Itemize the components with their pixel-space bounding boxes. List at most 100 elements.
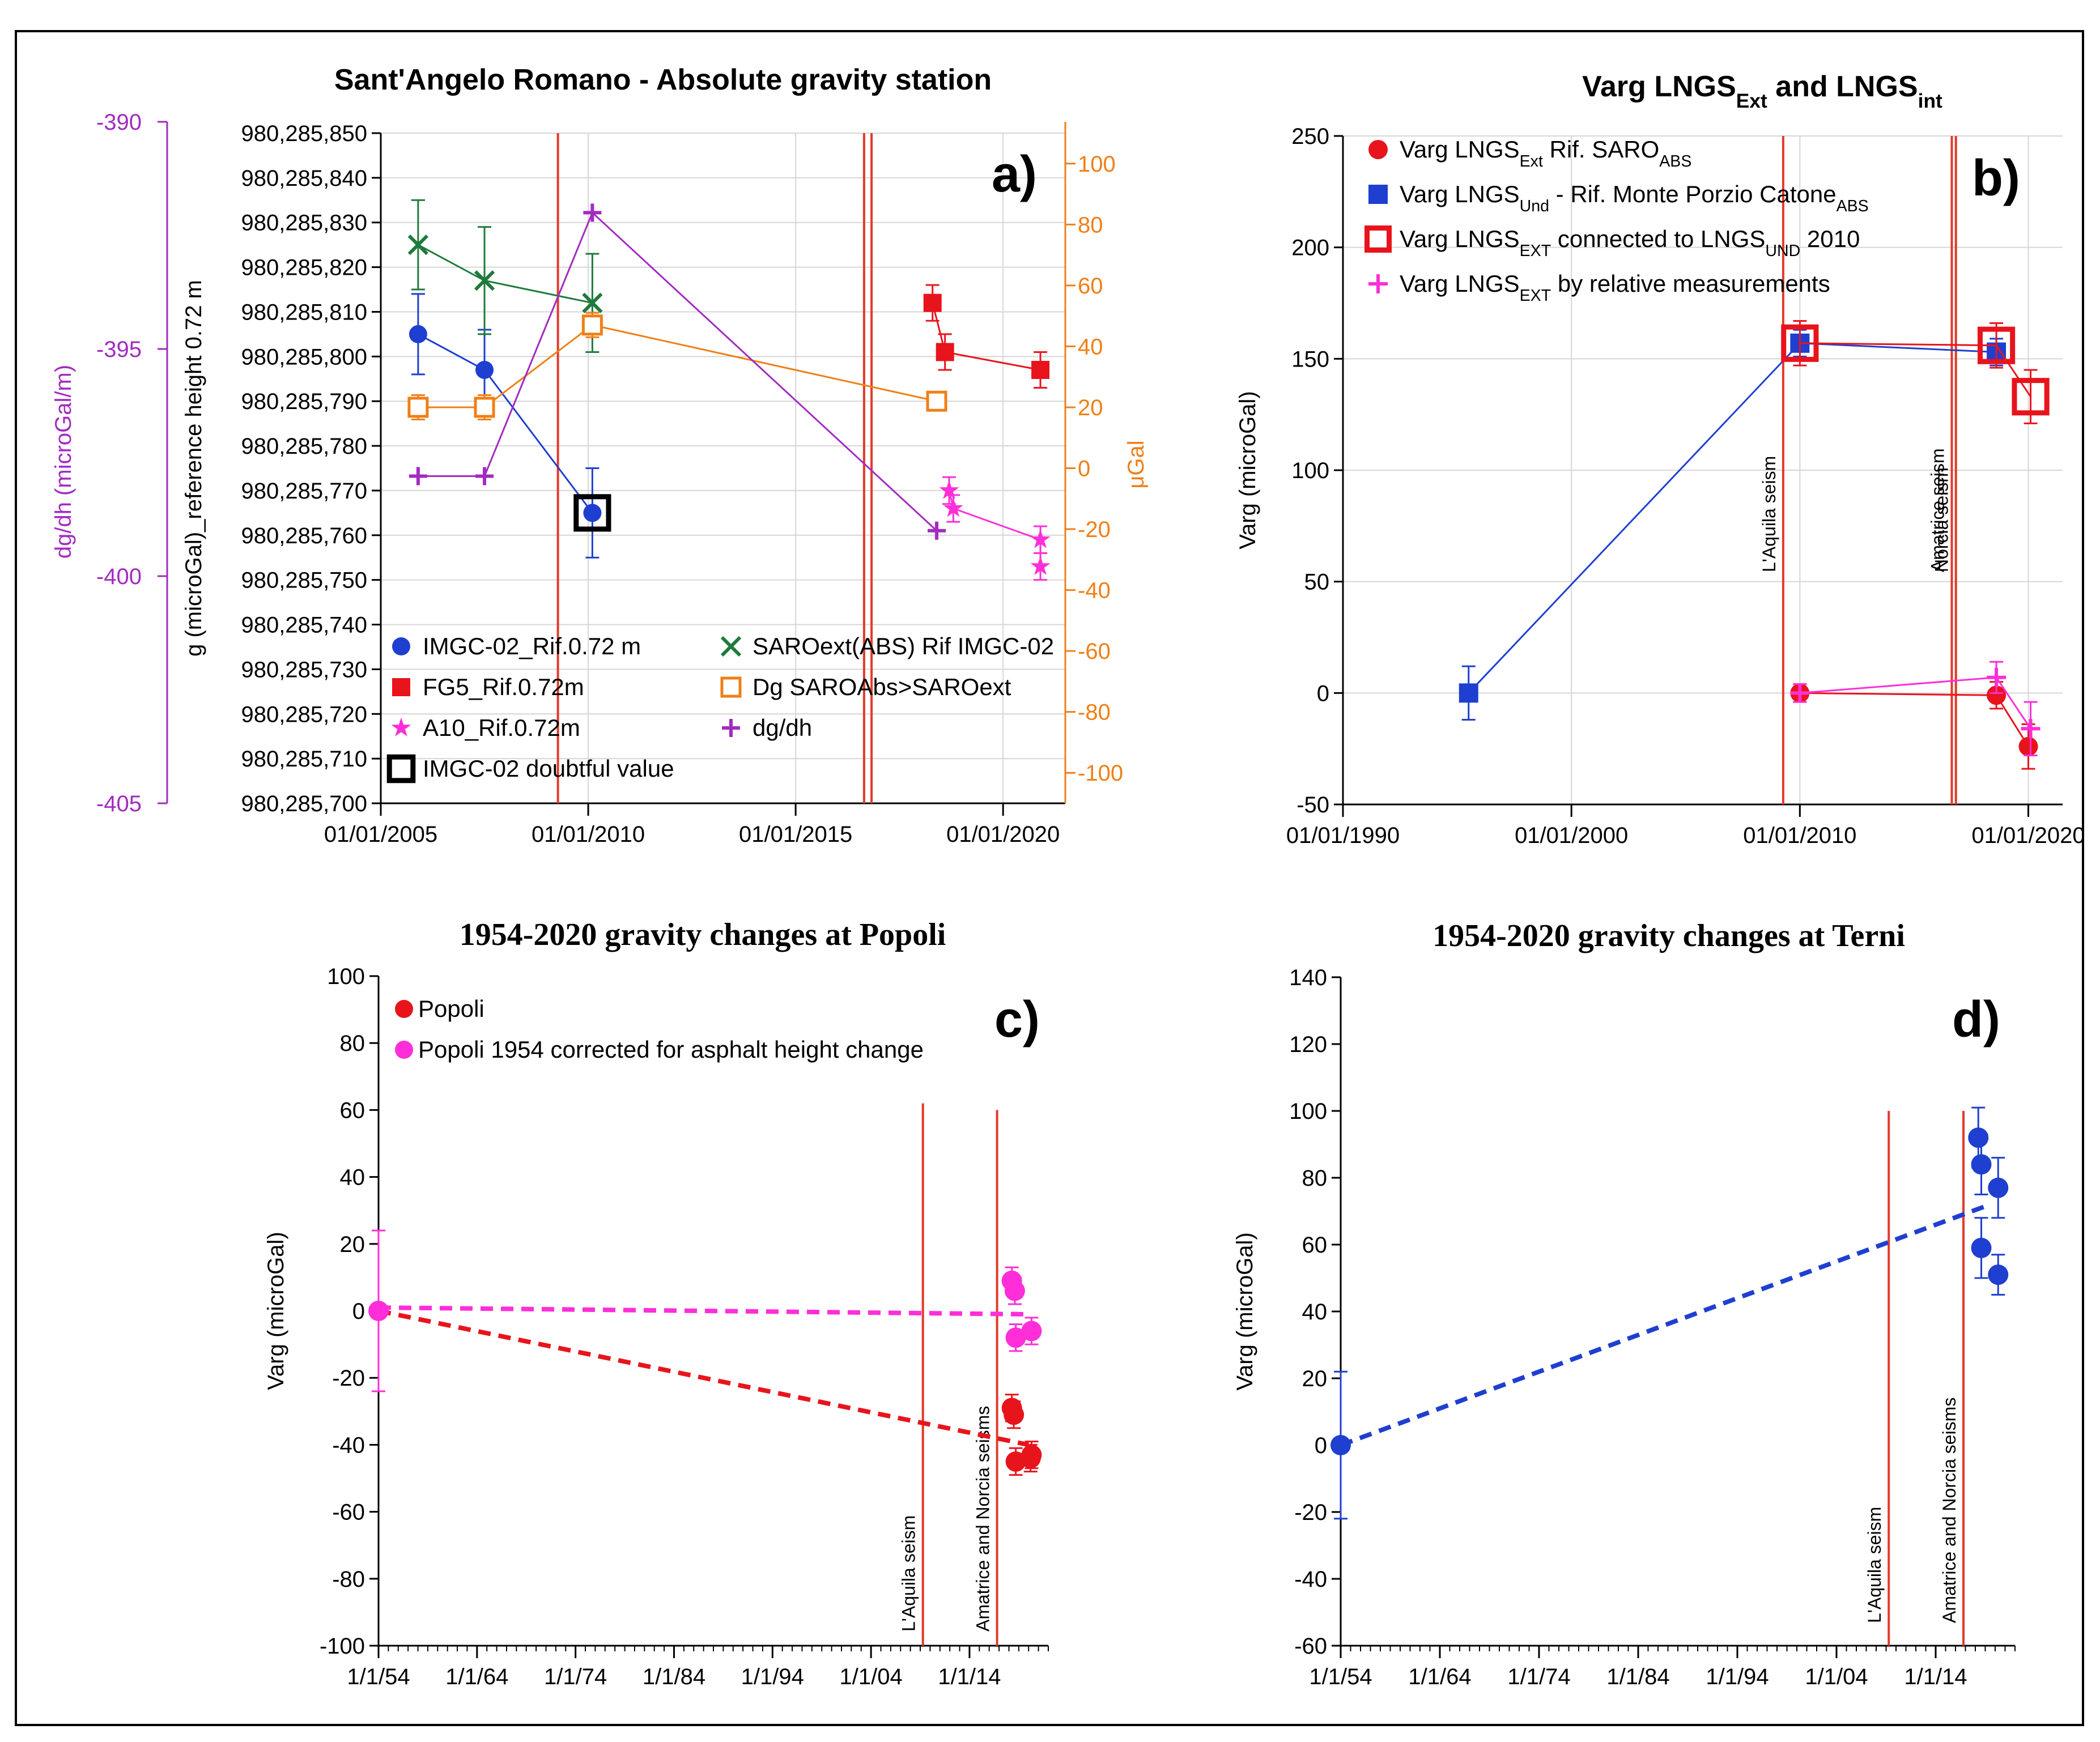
legend-text: Varg LNGS	[1400, 225, 1520, 252]
data-point	[1987, 685, 2007, 705]
y-tick-label: 0	[1315, 1433, 1327, 1458]
data-point	[1988, 1264, 2009, 1285]
y-tick-label: 980,285,770	[241, 479, 367, 504]
legend-text: connected to LNGS	[1551, 225, 1765, 252]
data-point	[1031, 360, 1050, 379]
x-tick-label: 01/01/2010	[532, 822, 645, 847]
x-tick-label: 1/1/54	[347, 1664, 410, 1689]
legend-sub: Ext	[1520, 152, 1543, 171]
legend-text: Varg LNGS	[1400, 136, 1520, 163]
y-tick-label: -60	[332, 1500, 365, 1525]
x-tick-label: 01/01/2010	[1743, 823, 1856, 848]
chart-panel-b: Varg LNGSExt and LNGSint-500501001502002…	[1235, 70, 2085, 848]
y-tick-label: 0	[352, 1299, 365, 1324]
data-point	[2018, 736, 2038, 756]
x-tick-label: 1/1/84	[1606, 1664, 1669, 1689]
x-tick-label: 01/01/2020	[1971, 823, 2085, 848]
data-point	[1968, 1127, 1989, 1148]
legend-text: by relative measurements	[1551, 270, 1830, 297]
right-y-tick-label: 80	[1078, 212, 1103, 237]
data-point	[1330, 1435, 1351, 1455]
chart-panel-d: 1954-2020 gravity changes at Terni -60 -40…	[1232, 918, 2016, 1689]
data-point	[1004, 1404, 1025, 1425]
chart-panel-a: Sant'Angelo Romano - Absolute gravity st…	[51, 63, 1149, 847]
data-point	[475, 467, 494, 485]
title-part: and LNGS	[1767, 70, 1918, 103]
y-tick-label: 980,285,840	[241, 166, 367, 191]
y-tick-label: -50	[1296, 793, 1329, 817]
data-point	[1030, 556, 1051, 575]
data-point	[1459, 683, 1478, 703]
y-tick-label: 140	[1289, 965, 1327, 990]
trend-line	[378, 1305, 1029, 1317]
legend-label: Varg LNGSEXT connected to LNGSUND 2010	[1400, 225, 1860, 260]
y-tick-label: 980,285,800	[241, 344, 367, 369]
chart-title: 1954-2020 gravity changes at Terni	[1432, 918, 1905, 953]
data-point	[1021, 1445, 1042, 1466]
legend-marker	[386, 754, 416, 783]
y-tick-label: 100	[1289, 1099, 1327, 1124]
panel-label: c)	[994, 991, 1040, 1048]
x-tick-label: 01/01/1990	[1286, 823, 1400, 848]
x-tick-label: 1/1/94	[1706, 1664, 1769, 1689]
y-tick-label: 20	[340, 1232, 365, 1257]
y-tick-label: -80	[332, 1567, 365, 1592]
y-tick-label: 980,285,710	[241, 747, 367, 772]
y-tick-label: 980,285,750	[241, 568, 367, 593]
data-point	[581, 314, 603, 336]
right-y-tick-label: -100	[1078, 761, 1123, 786]
legend-marker	[395, 1000, 413, 1018]
legend-label: Varg LNGSEXT by relative measurements	[1400, 270, 1830, 305]
y-tick-label: 980,285,760	[241, 523, 367, 548]
chart-title: Varg LNGSExt and LNGSint	[1582, 70, 1942, 112]
x-tick-label: 1/1/74	[544, 1664, 607, 1689]
event-line-label: Amatrice and Norcia seisms	[973, 1406, 993, 1632]
y-tick-label: 0	[1317, 681, 1329, 706]
event-line-label: L'Aquila seism	[899, 1515, 919, 1632]
data-point	[582, 292, 603, 313]
y-tick-label: -20	[332, 1366, 365, 1391]
y-tick-label: 50	[1304, 570, 1330, 595]
data-point	[573, 494, 611, 532]
event-line-label: L'Aquila seism	[1864, 1507, 1885, 1623]
title-sub: Ext	[1736, 90, 1767, 112]
right-y-tick-label: 40	[1078, 334, 1103, 359]
x-tick-label: 1/1/64	[1408, 1664, 1471, 1689]
legend-label: Varg LNGSExt Rif. SAROABS	[1400, 136, 1691, 171]
data-point	[407, 397, 429, 418]
legend-marker	[1364, 225, 1392, 253]
y-axis-title: Varg (microGal)	[1235, 391, 1260, 549]
legend-label: Popoli 1954 corrected for asphalt height…	[418, 1036, 924, 1063]
legend-marker	[720, 676, 742, 698]
chart-title: Sant'Angelo Romano - Absolute gravity st…	[334, 63, 992, 96]
data-point	[926, 390, 947, 412]
x-tick-label: 01/01/2005	[324, 822, 437, 847]
legend-label: dg/dh	[753, 714, 812, 741]
x-tick-label: 1/1/74	[1507, 1664, 1570, 1689]
legend-sub: UND	[1765, 242, 1800, 260]
y-tick-label: 980,285,790	[241, 389, 367, 414]
y-tick-label: -100	[320, 1634, 365, 1659]
legend-marker	[392, 678, 410, 696]
right-y-tick-label: -80	[1078, 700, 1111, 725]
y-tick-label: -40	[332, 1433, 365, 1458]
right-y-tick-label: 60	[1078, 274, 1103, 299]
y-tick-label: 980,285,700	[241, 791, 367, 816]
legend-sub: EXT	[1520, 242, 1551, 260]
y-tick-label: -40	[1294, 1567, 1327, 1592]
x-tick-label: 01/01/2000	[1515, 823, 1628, 848]
legend-label: Dg SAROAbs>SAROext	[753, 674, 1011, 700]
data-point	[923, 293, 942, 312]
y-tick-label: 80	[1302, 1166, 1328, 1191]
legend-sub: ABS	[1837, 197, 1869, 215]
panel-label: d)	[1952, 991, 2000, 1048]
y-tick-label: 250	[1291, 124, 1329, 149]
event-line-label: L'Aquila seism	[1759, 456, 1779, 572]
legend-text: Rif. SARO	[1543, 136, 1659, 163]
right-y-tick-label: 20	[1078, 395, 1103, 420]
trend-line	[1340, 1202, 1991, 1447]
legend-label: FG5_Rif.0.72m	[423, 674, 584, 700]
figure-frame	[15, 30, 2084, 1726]
right-y-tick-label: 100	[1078, 152, 1116, 177]
